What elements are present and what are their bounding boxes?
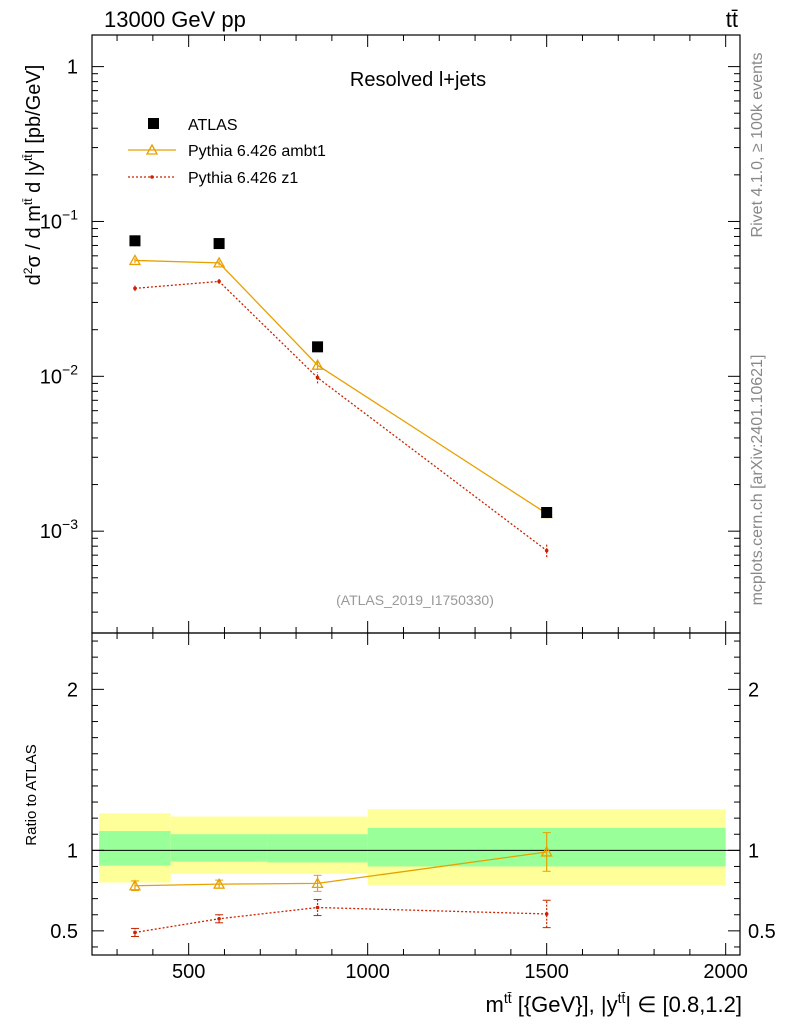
xlabel-m: m bbox=[486, 992, 504, 1017]
legend-marker-ambt1 bbox=[145, 143, 159, 155]
chart-title: Resolved l+jets bbox=[350, 69, 486, 91]
main-panel: 110−110−210−3 Resolved l+jets (ATLAS_201… bbox=[21, 34, 741, 634]
ratio-ambt1-line bbox=[134, 851, 547, 887]
mcplots-label: mcplots.cern.ch [arXiv:2401.10621] bbox=[749, 355, 766, 606]
legend-marker-z1 bbox=[150, 175, 154, 179]
ylabel-sup2: 2 bbox=[21, 267, 35, 274]
ratio-frame bbox=[91, 632, 741, 956]
tick-mantissa: 10 bbox=[40, 521, 62, 543]
tick-mantissa: 10 bbox=[40, 366, 62, 388]
main-y-tick-label: 10−3 bbox=[40, 516, 78, 543]
main-y-tick-label: 10−2 bbox=[40, 361, 78, 388]
main-plot-area bbox=[128, 235, 553, 558]
main-y-axis-label: d2σ / d mtt̄ d |ytt̄| [pb/GeV] bbox=[21, 65, 45, 286]
ratio-stat-band bbox=[170, 834, 268, 862]
ratio-y-tick-label-right: 2 bbox=[748, 679, 759, 701]
legend-label-z1: Pythia 6.426 z1 bbox=[188, 170, 298, 187]
ratio-axis-ticks: 0.5 0.5 1 1 2 2 500 1000 1500 2000 bbox=[50, 633, 776, 983]
ylabel-d: d bbox=[23, 274, 45, 285]
ylabel-tt2: tt̄ bbox=[21, 154, 35, 161]
ratio-y-tick-label-left: 1 bbox=[67, 840, 78, 862]
ambt1-point bbox=[128, 254, 142, 266]
ambt1-point bbox=[212, 256, 226, 268]
ratio-y-tick-label-right: 1 bbox=[748, 840, 759, 862]
ratio-z1-point bbox=[217, 916, 221, 921]
xlabel-tt1: tt̄ bbox=[504, 990, 512, 1006]
ambt1-point bbox=[311, 358, 324, 370]
tick-exponent: −3 bbox=[62, 516, 78, 532]
legend-label-atlas: ATLAS bbox=[188, 117, 238, 134]
tick-mantissa: 10 bbox=[40, 211, 62, 233]
z1-point bbox=[315, 375, 320, 380]
x-tick-label: 1000 bbox=[345, 961, 390, 983]
main-y-tick-label: 10−1 bbox=[40, 206, 78, 233]
xlabel-mid: [{GeV}], |y bbox=[512, 992, 618, 1017]
ratio-ambt1-point bbox=[128, 879, 142, 891]
tick-mantissa: 1 bbox=[67, 57, 78, 79]
ratio-ambt1-point bbox=[311, 877, 324, 889]
ratio-stat-band bbox=[99, 831, 171, 866]
analysis-tag: (ATLAS_2019_I1750330) bbox=[336, 592, 494, 608]
atlas-point bbox=[541, 507, 553, 518]
ratio-y-tick-label-left: 0.5 bbox=[50, 921, 78, 943]
atlas-point bbox=[312, 341, 324, 353]
x-axis-label: mtt̄ [{GeV}], |ytt̄| ∈ [0.8,1.2] bbox=[486, 990, 743, 1017]
ylabel-tt1: tt̄ bbox=[21, 198, 35, 205]
ratio-ambt1-point bbox=[540, 845, 553, 857]
process-label: tt̄ bbox=[726, 7, 738, 32]
ratio-ambt1-point bbox=[212, 877, 226, 889]
x-tick-label: 1500 bbox=[524, 961, 569, 983]
legend-label-ambt1: Pythia 6.426 ambt1 bbox=[188, 143, 326, 160]
energy-label: 13000 GeV pp bbox=[104, 7, 246, 32]
main-axis-ticks: 110−110−210−3 bbox=[40, 35, 740, 633]
tick-exponent: −2 bbox=[62, 361, 78, 377]
ratio-stat-band bbox=[267, 834, 368, 863]
z1-point bbox=[217, 279, 221, 284]
x-tick-label: 2000 bbox=[703, 961, 748, 983]
ylabel-mid: d |y bbox=[23, 161, 45, 198]
xlabel-tt2: tt̄ bbox=[618, 990, 626, 1006]
tick-exponent: −1 bbox=[62, 206, 78, 222]
ratio-panel: 0.5 0.5 1 1 2 2 500 1000 1500 2000 Ratio to ATLAS… bbox=[23, 632, 776, 1017]
ratio-z1-line bbox=[134, 906, 547, 934]
atlas-point bbox=[129, 235, 141, 247]
ratio-z1-point bbox=[315, 905, 320, 910]
ratio-z1-point bbox=[544, 912, 549, 916]
ambt1-line bbox=[134, 259, 548, 515]
rivet-label: Rivet 4.1.0, ≥ 100k events bbox=[749, 53, 766, 238]
ylabel-sigma: σ / d m bbox=[23, 205, 45, 267]
ylabel-units: | [pb/GeV] bbox=[23, 65, 45, 155]
z1-line bbox=[134, 280, 548, 552]
legend: ATLAS Pythia 6.426 ambt1 Pythia 6.426 z1 bbox=[128, 117, 326, 187]
ratio-y-tick-label-left: 2 bbox=[67, 679, 78, 701]
ratio-z1-point bbox=[133, 930, 137, 935]
atlas-point bbox=[213, 238, 225, 250]
z1-point bbox=[544, 548, 549, 553]
main-y-tick-label: 1 bbox=[67, 57, 78, 79]
x-tick-label: 500 bbox=[172, 961, 205, 983]
legend-marker-atlas bbox=[148, 118, 159, 129]
xlabel-range: | ∈ [0.8,1.2] bbox=[625, 992, 742, 1017]
ratio-y-tick-label-right: 0.5 bbox=[748, 921, 776, 943]
z1-point bbox=[133, 286, 137, 291]
ratio-plot-area bbox=[92, 809, 740, 937]
ratio-y-axis-label: Ratio to ATLAS bbox=[23, 744, 40, 845]
